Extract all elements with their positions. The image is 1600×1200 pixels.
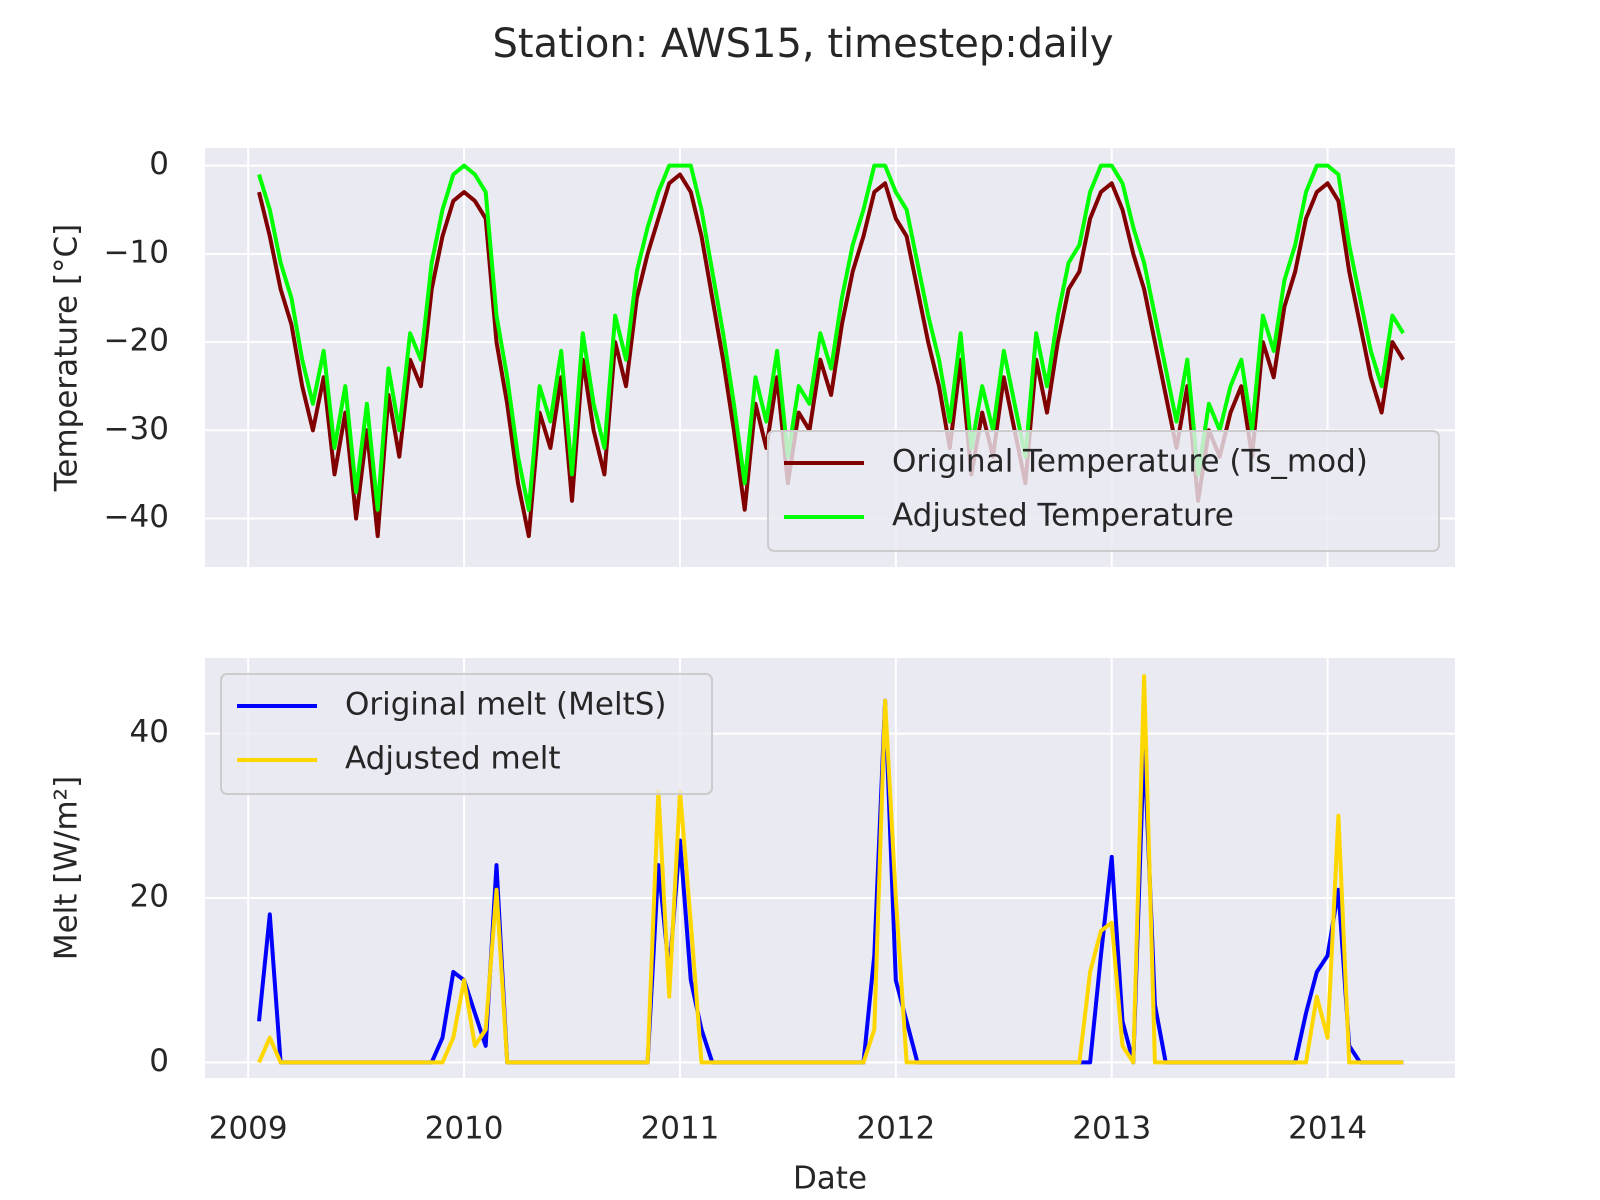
legend-label: Original Temperature (Ts_mod) bbox=[892, 444, 1368, 480]
y-tick-label: −30 bbox=[104, 411, 169, 447]
data-line bbox=[257, 674, 1404, 1065]
y-tick-label: 20 bbox=[130, 879, 169, 915]
legend-label: Adjusted Temperature bbox=[892, 498, 1234, 534]
x-tick-label: 2011 bbox=[641, 1111, 720, 1147]
y-axis-label: Melt [W/m²] bbox=[49, 776, 85, 960]
y-tick-label: 0 bbox=[149, 1043, 169, 1079]
y-axis-label: Temperature [°C] bbox=[49, 224, 85, 493]
x-tick-label: 2009 bbox=[209, 1111, 288, 1147]
y-tick-label: 40 bbox=[130, 714, 169, 750]
y-tick-label: −20 bbox=[104, 323, 169, 359]
x-axis-label: Date bbox=[793, 1161, 867, 1197]
figure-title: Station: AWS15, timestep:daily bbox=[492, 21, 1113, 67]
y-tick-label: −10 bbox=[104, 234, 169, 270]
legend-label: Original melt (MeltS) bbox=[345, 687, 667, 723]
legend-box bbox=[767, 430, 1440, 552]
legend-label: Adjusted melt bbox=[345, 741, 561, 777]
legend: Original Temperature (Ts_mod) Adjusted Te… bbox=[767, 430, 1440, 552]
legend-box bbox=[220, 673, 713, 795]
legend: Original melt (MeltS) Adjusted melt bbox=[220, 673, 713, 795]
x-tick-label: 2013 bbox=[1072, 1111, 1151, 1147]
x-tick-label: 2014 bbox=[1288, 1111, 1367, 1147]
x-tick-label: 2012 bbox=[856, 1111, 935, 1147]
data-line bbox=[257, 163, 1405, 512]
y-tick-label: −40 bbox=[104, 499, 169, 535]
y-tick-label: 0 bbox=[149, 146, 169, 182]
x-tick-label: 2010 bbox=[425, 1111, 504, 1147]
